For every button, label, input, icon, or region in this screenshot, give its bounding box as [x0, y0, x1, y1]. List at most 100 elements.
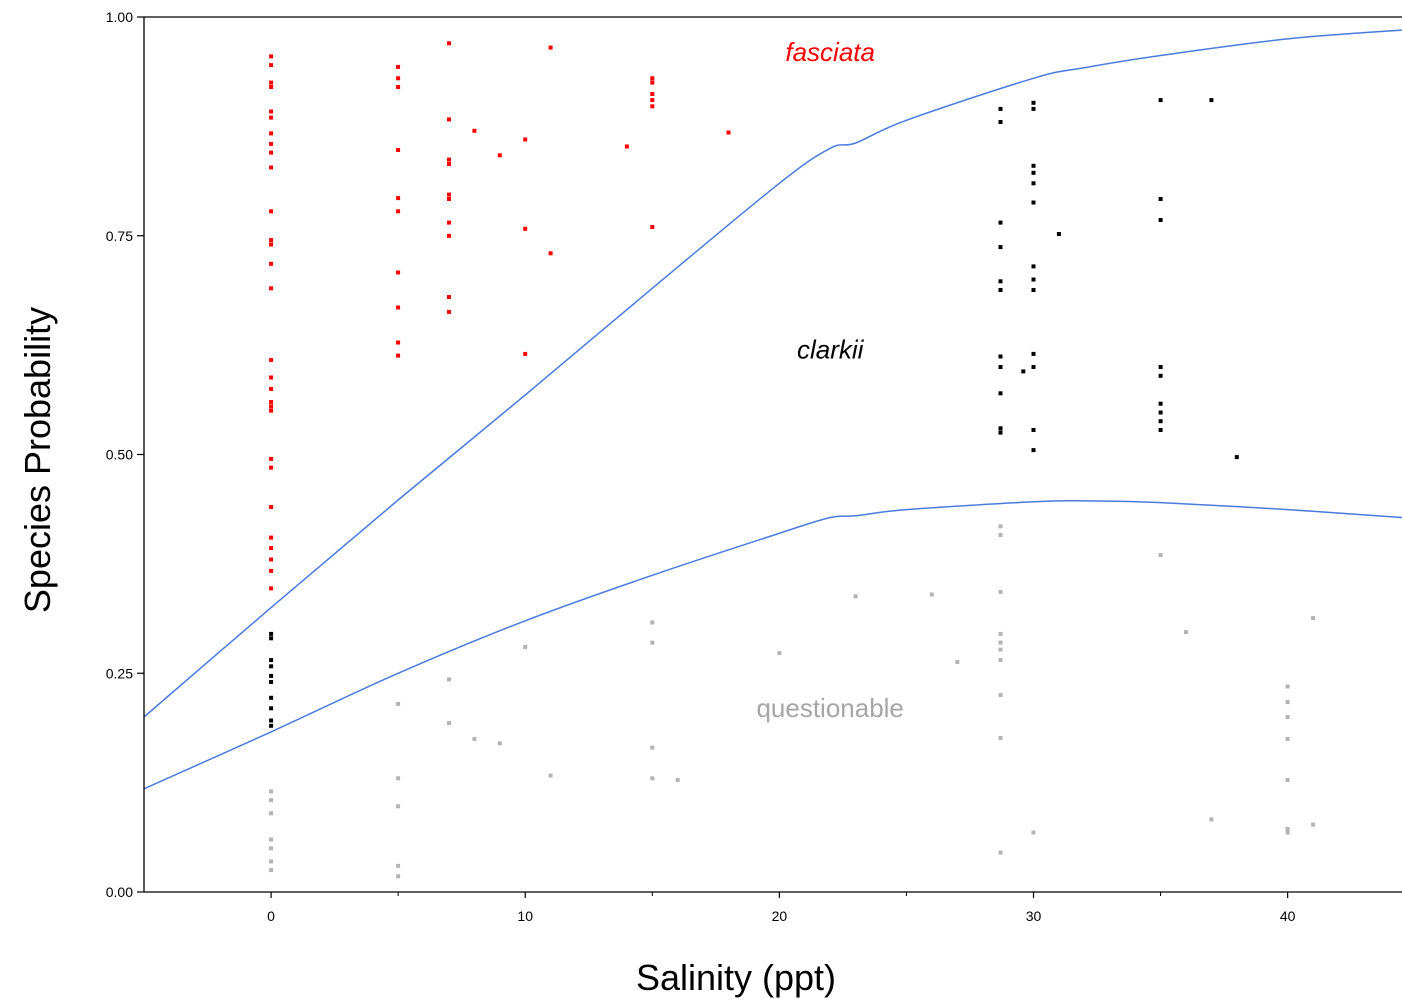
- data-point: [396, 270, 401, 275]
- y-tick-label: 1.00: [106, 9, 133, 25]
- data-point: [650, 225, 655, 229]
- data-point: [269, 846, 274, 851]
- data-point: [269, 165, 274, 170]
- data-point: [447, 295, 451, 299]
- x-tick-label: 10: [517, 908, 533, 924]
- data-point: [1031, 100, 1036, 105]
- data-point: [269, 535, 274, 540]
- data-point: [447, 162, 451, 166]
- data-point: [269, 242, 274, 247]
- data-point: [447, 233, 451, 238]
- data-point: [269, 400, 274, 404]
- data-point: [269, 358, 274, 362]
- data-point: [269, 54, 274, 59]
- data-point: [497, 153, 502, 158]
- y-tick-label: 0.50: [106, 447, 133, 463]
- data-point: [472, 128, 477, 133]
- data-point: [1209, 98, 1214, 103]
- data-point: [1311, 616, 1316, 621]
- data-point: [1234, 455, 1239, 460]
- data-point: [523, 645, 528, 649]
- data-point: [1158, 428, 1163, 432]
- data-point: [269, 63, 274, 68]
- data-point: [1158, 419, 1163, 424]
- data-point: [1031, 200, 1036, 205]
- data-point: [269, 859, 274, 864]
- data-point: [396, 701, 401, 706]
- data-point: [269, 85, 274, 89]
- annotation-label: clarkii: [797, 334, 865, 364]
- data-point: [853, 594, 858, 599]
- x-tick-label: 40: [1280, 908, 1296, 924]
- data-point: [269, 505, 274, 509]
- data-point: [269, 557, 274, 562]
- x-tick-label: 30: [1026, 908, 1042, 924]
- data-point: [998, 647, 1003, 652]
- annotation-label: questionable: [756, 693, 903, 723]
- data-point: [998, 354, 1003, 359]
- data-point: [650, 745, 655, 750]
- data-point: [650, 76, 655, 81]
- data-point: [1031, 170, 1036, 175]
- data-point: [269, 408, 274, 413]
- data-point: [269, 109, 274, 114]
- data-point: [998, 288, 1003, 292]
- x-tick-label: 20: [772, 908, 788, 924]
- data-point: [1285, 827, 1290, 831]
- data-point: [1056, 232, 1061, 236]
- y-axis-title: Species Probability: [17, 307, 58, 613]
- data-point: [269, 636, 274, 641]
- data-point: [269, 718, 274, 723]
- data-point: [624, 144, 629, 149]
- data-point: [269, 568, 274, 573]
- data-point: [998, 391, 1003, 396]
- data-point: [269, 586, 274, 591]
- data-point: [998, 658, 1003, 663]
- axes: [143, 16, 1402, 893]
- data-point: [269, 386, 274, 391]
- data-point: [1031, 277, 1036, 282]
- data-point: [269, 465, 274, 470]
- data-point: [998, 220, 1003, 225]
- data-point: [396, 305, 401, 310]
- data-point: [1209, 817, 1214, 822]
- data-point: [269, 209, 274, 214]
- data-point: [650, 776, 655, 781]
- data-point: [269, 261, 274, 266]
- annotation-label: fasciata: [785, 37, 875, 67]
- data-point: [396, 209, 401, 214]
- data-point: [929, 592, 934, 597]
- data-point: [1285, 715, 1290, 719]
- data-point: [269, 238, 274, 243]
- data-point: [523, 226, 528, 231]
- data-point: [548, 45, 553, 50]
- data-point: [955, 659, 960, 664]
- data-point: [998, 279, 1003, 284]
- data-point: [1031, 365, 1036, 369]
- data-point: [650, 92, 655, 96]
- tick-marks: 0 10 20 30 40 0.00 0.25 0.50 0.75 1.00: [106, 9, 1296, 924]
- data-point: [1158, 98, 1163, 103]
- data-point: [269, 680, 274, 684]
- data-point: [396, 76, 401, 81]
- data-point: [269, 115, 274, 120]
- data-point: [1285, 736, 1290, 741]
- data-point: [998, 120, 1003, 124]
- data-point: [269, 798, 274, 803]
- data-point: [269, 664, 274, 669]
- data-point: [396, 863, 401, 868]
- data-point: [269, 837, 274, 842]
- data-point: [1158, 410, 1163, 415]
- data-point: [1031, 448, 1036, 453]
- data-point: [396, 64, 401, 69]
- data-point: [1031, 264, 1036, 269]
- data-point: [998, 245, 1003, 250]
- data-point: [269, 131, 274, 136]
- data-point: [650, 98, 655, 103]
- data-point: [998, 850, 1003, 855]
- x-tick-label: 0: [267, 908, 275, 924]
- data-point: [269, 141, 274, 146]
- data-point: [1158, 365, 1163, 369]
- data-point: [998, 524, 1003, 529]
- data-point: [675, 778, 680, 782]
